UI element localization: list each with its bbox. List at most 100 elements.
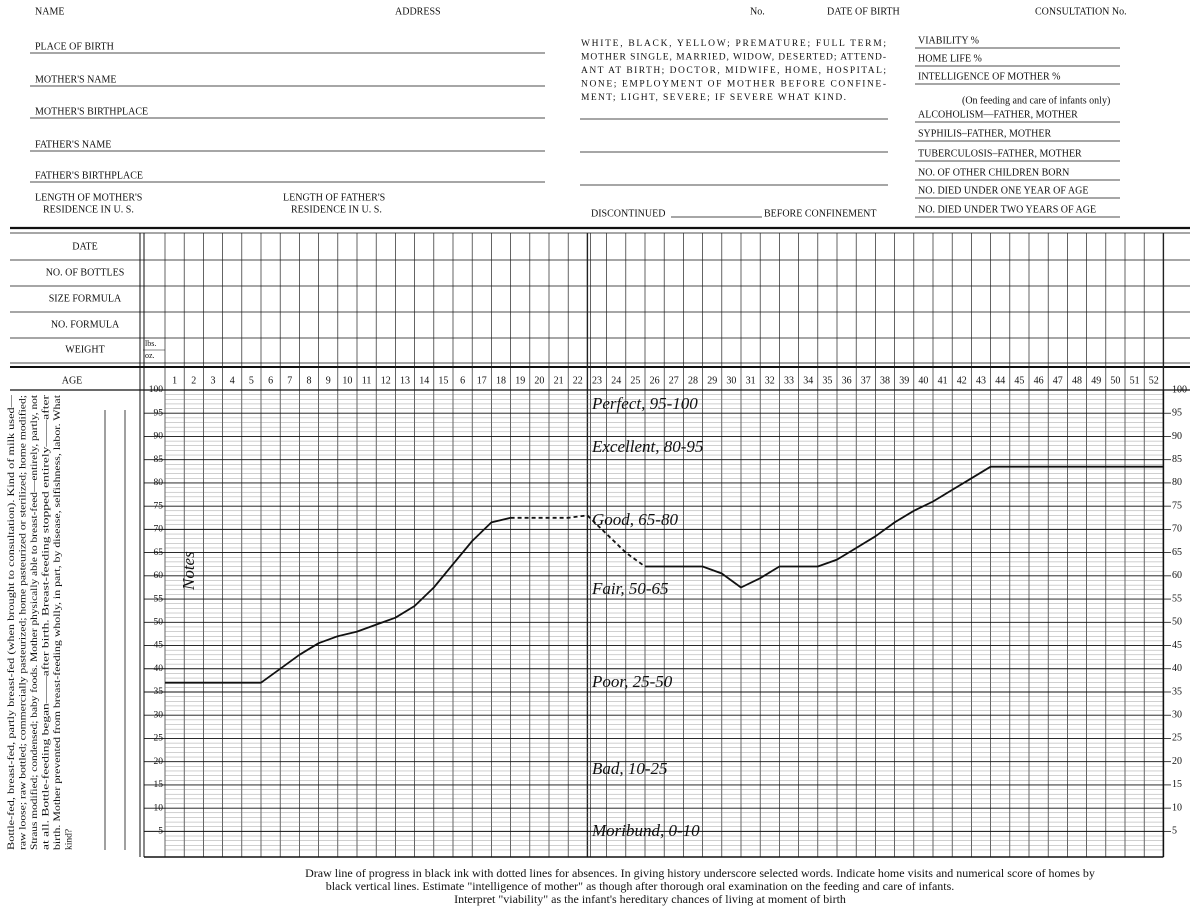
y-tick-label: 45 (1172, 640, 1182, 651)
y-tick-label: 75 (154, 501, 164, 511)
y-tick-label: 100 (149, 385, 164, 395)
y-tick-label: 40 (154, 664, 164, 674)
side-line: birth. Mother prevented from breast-feed… (52, 395, 63, 850)
y-tick-label: 90 (154, 432, 164, 442)
y-tick-label: 45 (154, 641, 164, 651)
progress-line (510, 514, 646, 568)
header-field: DATE OF BIRTH (827, 6, 900, 17)
y-tick-label: 55 (1172, 593, 1182, 604)
age-label: 48 (1072, 375, 1082, 386)
age-label: 12 (381, 375, 391, 386)
y-tick-label: 70 (154, 525, 164, 535)
y-tick-label: 5 (158, 827, 163, 837)
footer-text: Draw line of progress in black ink with … (305, 866, 1095, 880)
age-label: 28 (688, 375, 698, 386)
age-label: 44 (995, 375, 1005, 386)
age-label: 25 (630, 375, 640, 386)
age-label: 19 (515, 375, 525, 386)
field-label: NO. OF OTHER CHILDREN BORN (918, 167, 1069, 178)
header-field: NAME (35, 6, 64, 17)
zone-label: Poor, 25-50 (591, 672, 673, 691)
field-label: LENGTH OF MOTHER'S (35, 192, 142, 203)
age-label: 49 (1091, 375, 1101, 386)
age-label: 7 (287, 375, 292, 386)
age-label: 9 (326, 375, 331, 386)
age-label: 31 (746, 375, 756, 386)
option-text: WHITE, BLACK, YELLOW; PREMATURE; FULL TE… (581, 39, 886, 49)
age-label: 1 (172, 375, 177, 386)
y-tick-label: 95 (154, 408, 164, 418)
age-label: 27 (669, 375, 679, 386)
side-line: at all. Bottle-feeding began——after birt… (41, 394, 52, 850)
unit-label: oz. (145, 351, 155, 360)
row-label: SIZE FORMULA (49, 293, 122, 304)
side-line: Straus modified; condensed; baby foods. … (29, 395, 40, 850)
field-label: PLACE OF BIRTH (35, 41, 114, 52)
field-label: FATHER'S NAME (35, 139, 111, 150)
field-label: BEFORE CONFINEMENT (764, 208, 877, 219)
field-label: FATHER'S BIRTHPLACE (35, 170, 143, 181)
age-label: 35 (822, 375, 832, 386)
row-label: NO. FORMULA (51, 319, 120, 330)
age-label: 26 (650, 375, 660, 386)
age-label: 22 (573, 375, 583, 386)
age-label: 39 (899, 375, 909, 386)
y-tick-label: 80 (1172, 477, 1182, 488)
age-label: 13 (400, 375, 410, 386)
option-text: ANT AT BIRTH; DOCTOR, MIDWIFE, HOME, HOS… (581, 66, 886, 76)
y-tick-label: 10 (1172, 802, 1182, 813)
option-text: MOTHER SINGLE, MARRIED, WIDOW, DESERTED;… (581, 53, 886, 63)
y-tick-label: 20 (1172, 756, 1182, 767)
age-label: 51 (1130, 375, 1140, 386)
age-label: 17 (477, 375, 487, 386)
y-tick-label: 15 (1172, 779, 1182, 790)
header-field: CONSULTATION No. (1035, 6, 1127, 17)
age-label: 3 (211, 375, 216, 386)
y-tick-label: 10 (154, 803, 164, 813)
field-label: TUBERCULOSIS–FATHER, MOTHER (918, 148, 1082, 159)
age-label: 43 (976, 375, 986, 386)
header-field: No. (750, 6, 765, 17)
footer-text: Interpret "viability" as the infant's he… (454, 892, 846, 906)
field-label: RESIDENCE IN U. S. (291, 204, 382, 215)
field-label: SYPHILIS–FATHER, MOTHER (918, 128, 1051, 139)
age-label: 34 (803, 375, 813, 386)
side-line: kind? (65, 829, 75, 850)
zone-label: Moribund, 0-10 (591, 821, 700, 840)
y-tick-label: 25 (154, 734, 164, 744)
zone-label: Bad, 10-25 (592, 759, 668, 778)
side-line: raw loose; raw bottled; commercially pas… (18, 395, 29, 850)
y-tick-label: 35 (1172, 686, 1182, 697)
field-label: MOTHER'S BIRTHPLACE (35, 106, 148, 117)
age-label: 15 (438, 375, 448, 386)
age-label: 23 (592, 375, 602, 386)
y-tick-label: 85 (154, 455, 164, 465)
zone-label: Good, 65-80 (592, 510, 678, 529)
y-tick-label: 90 (1172, 431, 1182, 442)
age-label: 14 (419, 375, 429, 386)
footer-text: black vertical lines. Estimate "intellig… (326, 879, 955, 893)
progress-line (165, 465, 1164, 684)
y-tick-label: 50 (154, 617, 164, 627)
age-label: 24 (611, 375, 621, 386)
age-label: 37 (861, 375, 871, 386)
side-line: Bottle-fed, breast-fed, partly breast-fe… (6, 394, 17, 850)
notes-label: Notes (179, 551, 198, 591)
age-label: 33 (784, 375, 794, 386)
y-tick-label: 75 (1172, 500, 1182, 511)
age-label: 46 (1034, 375, 1044, 386)
age-label: 8 (307, 375, 312, 386)
age-label: 11 (362, 375, 372, 386)
unit-label: lbs. (145, 339, 156, 348)
age-label: 10 (342, 375, 352, 386)
row-label: NO. OF BOTTLES (46, 267, 125, 278)
y-tick-label: 85 (1172, 454, 1182, 465)
age-label: 45 (1014, 375, 1024, 386)
field-label: (On feeding and care of infants only) (962, 95, 1110, 106)
option-text: MENT; LIGHT, SEVERE; IF SEVERE WHAT KIND… (581, 93, 846, 103)
field-label: HOME LIFE % (918, 53, 982, 64)
y-tick-label: 60 (154, 571, 164, 581)
y-tick-label: 50 (1172, 617, 1182, 628)
